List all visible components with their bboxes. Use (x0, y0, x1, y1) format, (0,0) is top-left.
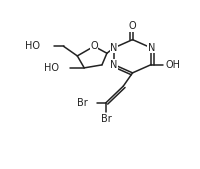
Text: O: O (129, 21, 136, 31)
Text: HO: HO (25, 41, 40, 51)
Text: O: O (90, 41, 98, 51)
Text: N: N (110, 59, 117, 70)
Text: Br: Br (77, 98, 88, 108)
Text: N: N (110, 43, 117, 53)
Text: N: N (148, 43, 155, 53)
Text: HO: HO (44, 63, 59, 73)
Text: Br: Br (101, 114, 111, 124)
Text: OH: OH (165, 59, 180, 70)
